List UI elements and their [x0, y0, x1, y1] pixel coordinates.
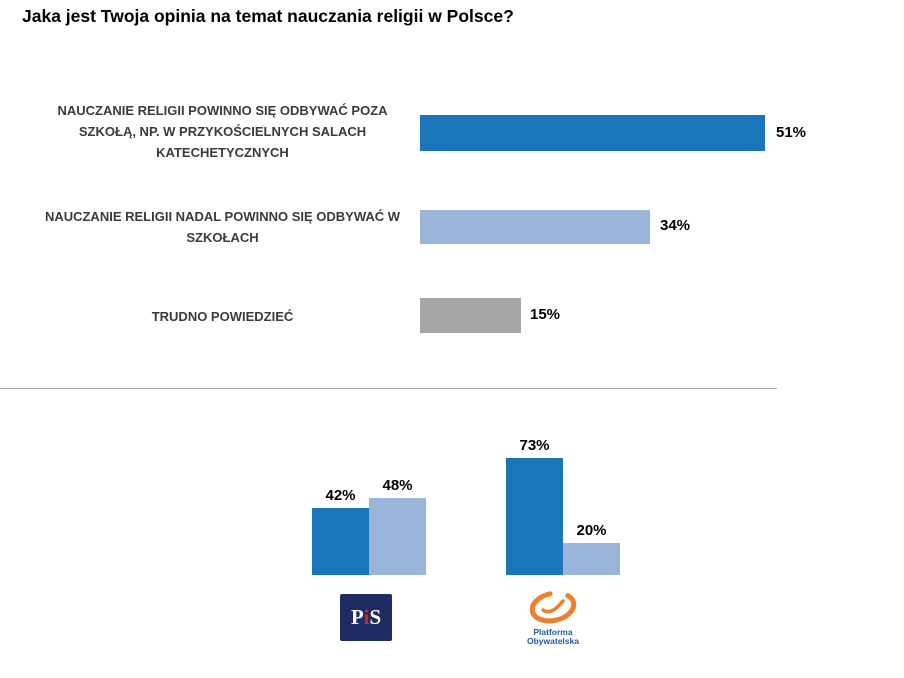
hbar-bar [420, 115, 765, 151]
pis-logo-text: PiS [350, 605, 382, 629]
hbar-category-label: NAUCZANIE RELIGII POWINNO SIĘ ODBYWAĆ PO… [57, 103, 388, 160]
hbar-category-label: TRUDNO POWIEDZIEĆ [151, 309, 294, 324]
column-value-label: 20% [576, 522, 607, 539]
column-slot: 48% [369, 477, 426, 575]
column-bar [369, 498, 426, 575]
hbar-value-label: 15% [530, 306, 561, 323]
chart-title: Jaka jest Twoja opinia na temat nauczani… [22, 6, 514, 26]
po-logo-text: Platforma Obywatelska [527, 627, 579, 646]
section-divider [0, 388, 777, 389]
column-value-label: 42% [325, 487, 356, 504]
column-bar [312, 508, 369, 575]
hbar-value-label: 51% [776, 124, 807, 141]
column-value-label: 73% [519, 437, 550, 454]
hbar-category-label: NAUCZANIE RELIGII NADAL POWINNO SIĘ ODBY… [44, 209, 401, 245]
column-slot: 73% [506, 437, 563, 575]
hbar-bar [420, 210, 650, 244]
column-bar [506, 458, 563, 575]
column-slot: 20% [563, 522, 620, 575]
hbar-bar [420, 298, 521, 333]
po-circle-icon [529, 590, 577, 624]
column-slot: 42% [312, 487, 369, 575]
po-logo: Platforma Obywatelska [520, 588, 586, 650]
column-value-label: 48% [382, 477, 413, 494]
column-group-po: 73% 20% [506, 437, 620, 575]
pis-logo: PiS [340, 594, 392, 641]
column-group-pis: 42% 48% [312, 477, 426, 575]
column-bar [563, 543, 620, 575]
hbar-value-label: 34% [660, 217, 691, 234]
